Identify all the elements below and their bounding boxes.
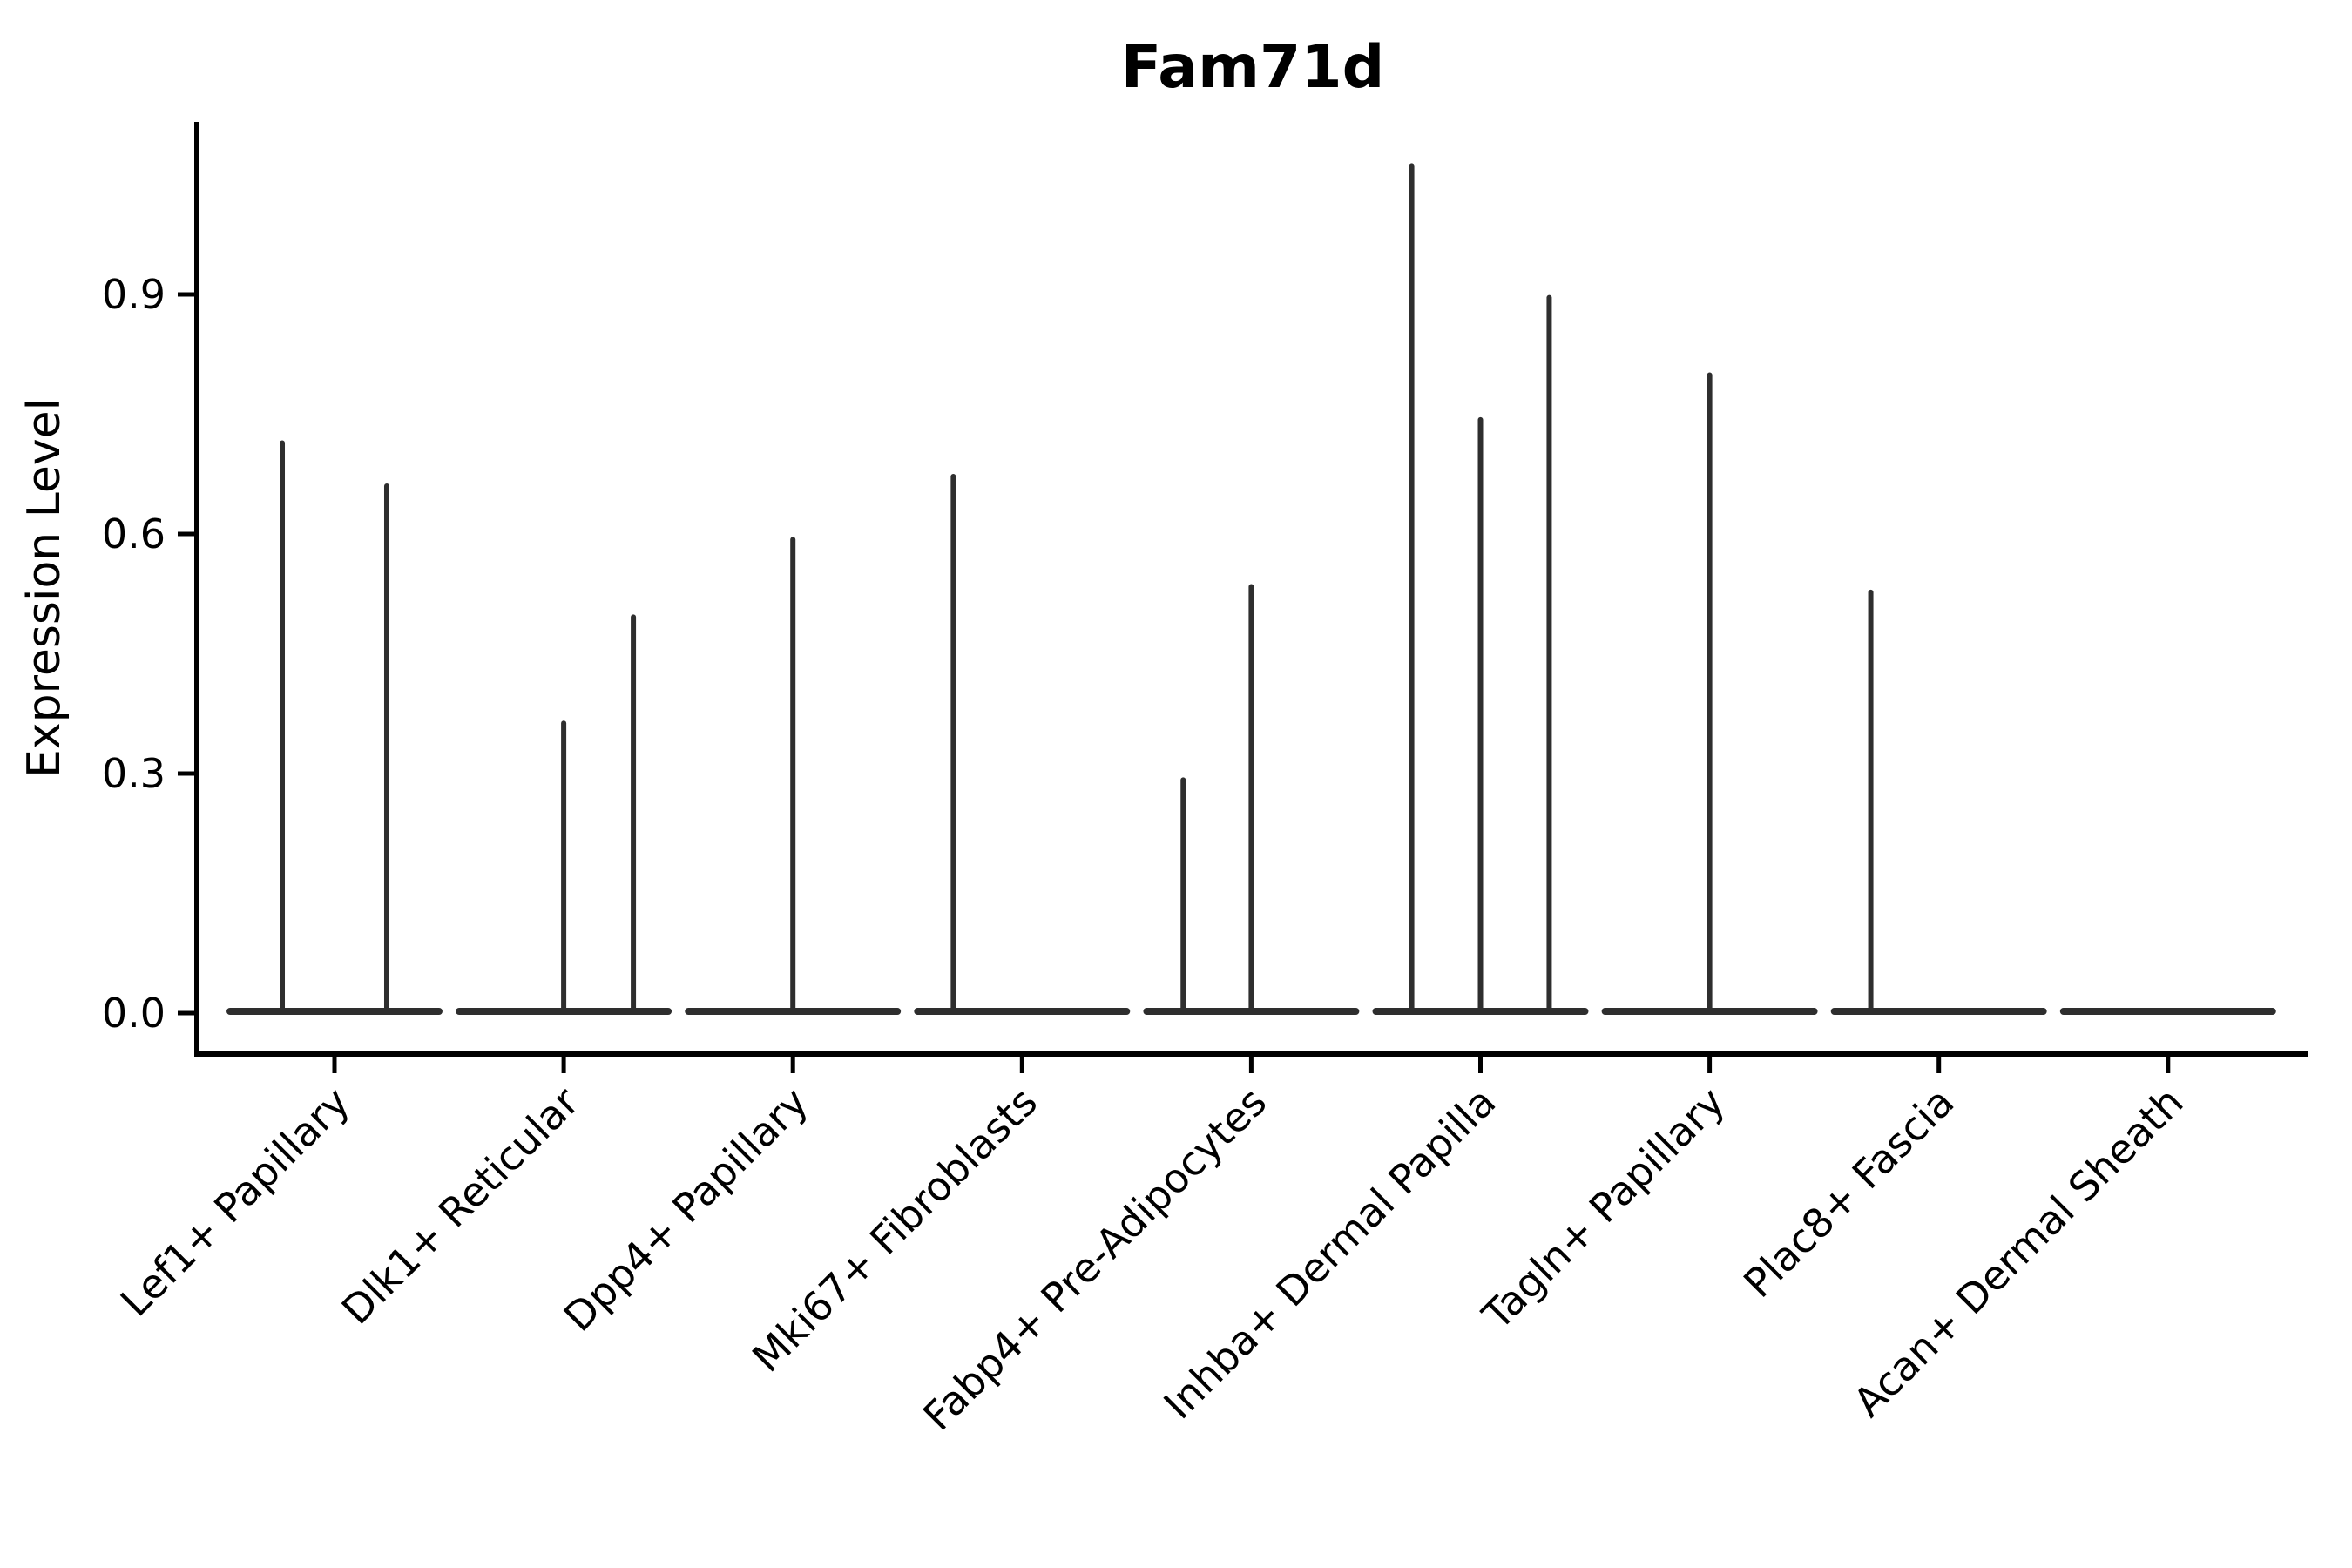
violin-group [914,473,1131,1015]
violin-group [1372,163,1589,1015]
x-tick-label: Dpp4+ Papillary [555,1078,817,1341]
y-axis-label: Expression Level [18,398,71,778]
violin-group [685,537,902,1015]
violin-group [1830,589,2047,1015]
x-tick-label: Plac8+ Fascia [1734,1078,1963,1307]
chart-title: Fam71d [1121,33,1385,102]
y-axis-ticks: 0.0 0.3 0.6 0.9 [102,271,197,1037]
x-tick-label: Tagln+ Papillary [1473,1078,1734,1340]
x-tick-label: Dlk1+ Reticular [333,1078,588,1334]
violins [226,163,2276,1015]
violin-group [1143,584,1360,1015]
violin-group [1601,372,1818,1015]
y-tick-label: 0.0 [102,990,166,1037]
y-tick-label: 0.3 [102,750,166,797]
x-tick-label: Lef1+ Papillary [112,1078,359,1326]
y-tick-label: 0.6 [102,510,166,558]
violin-group [456,614,672,1015]
y-tick-label: 0.9 [102,271,166,318]
violin-group [226,440,443,1015]
